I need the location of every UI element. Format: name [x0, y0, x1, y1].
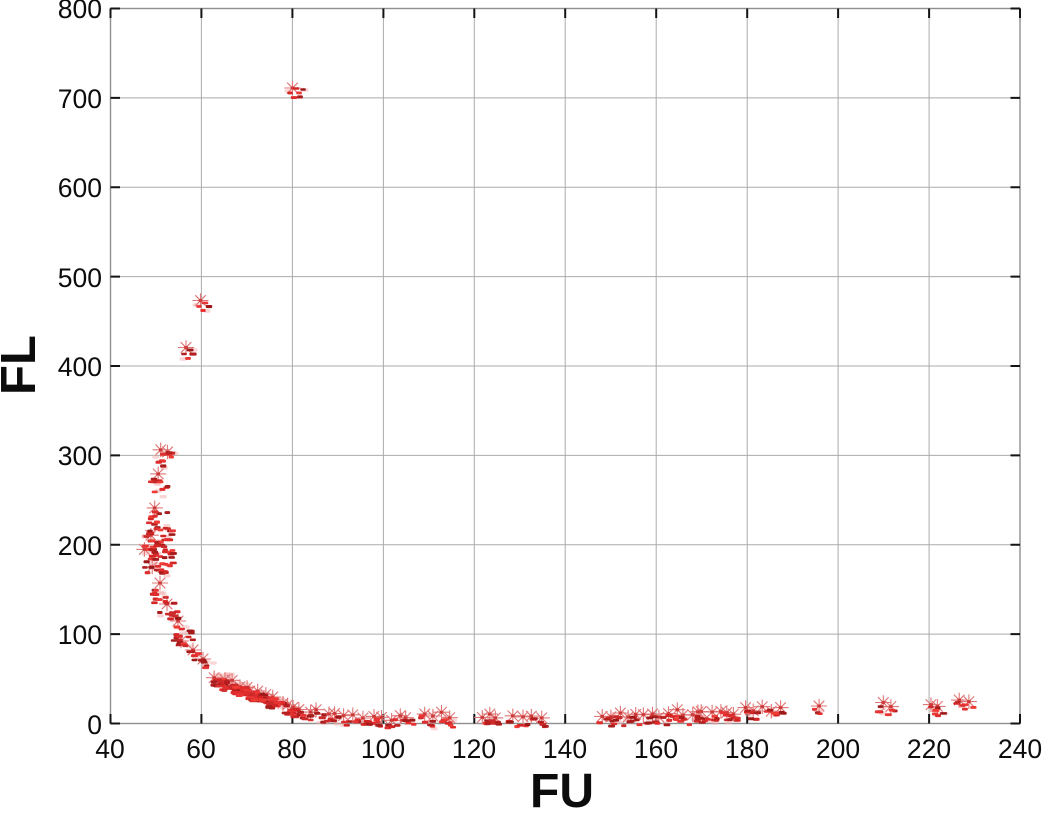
svg-text:FL: FL	[0, 335, 46, 395]
svg-text:240: 240	[998, 734, 1042, 764]
svg-text:160: 160	[634, 734, 678, 764]
svg-text:60: 60	[186, 734, 215, 764]
svg-text:120: 120	[452, 734, 496, 764]
svg-text:200: 200	[816, 734, 860, 764]
svg-text:300: 300	[58, 441, 102, 471]
svg-text:500: 500	[58, 263, 102, 293]
svg-text:700: 700	[58, 84, 102, 114]
svg-text:100: 100	[58, 620, 102, 650]
svg-text:600: 600	[58, 173, 102, 203]
svg-text:800: 800	[58, 0, 102, 24]
svg-text:40: 40	[95, 734, 124, 764]
svg-text:220: 220	[907, 734, 951, 764]
svg-text:180: 180	[725, 734, 769, 764]
svg-text:80: 80	[277, 734, 306, 764]
svg-text:0: 0	[87, 710, 102, 740]
svg-text:200: 200	[58, 531, 102, 561]
svg-text:400: 400	[58, 352, 102, 382]
svg-text:100: 100	[361, 734, 405, 764]
svg-text:FU: FU	[530, 765, 594, 809]
svg-text:140: 140	[543, 734, 587, 764]
